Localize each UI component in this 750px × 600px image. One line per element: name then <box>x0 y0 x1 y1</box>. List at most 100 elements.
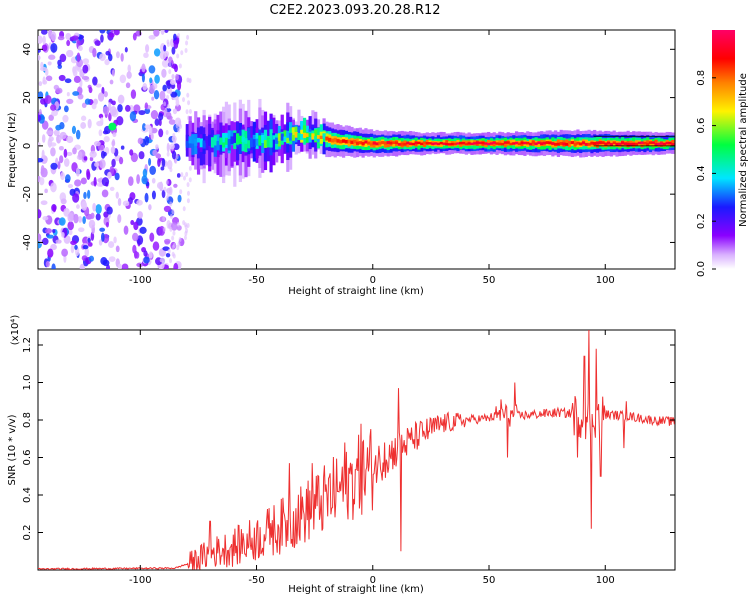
spectrogram-speckle <box>58 74 66 82</box>
x-tick-label: -50 <box>248 575 264 586</box>
spectrogram-speckle <box>185 171 189 177</box>
spectrogram-speckle <box>160 30 165 36</box>
spectrogram-speckle <box>81 75 90 80</box>
spectrogram-speckle <box>55 124 62 131</box>
spectrogram-band-cell <box>314 129 318 143</box>
spectrogram-speckle <box>38 233 42 242</box>
spectrogram-band-cell <box>604 142 608 146</box>
spectrogram-speckle <box>38 55 41 61</box>
spectrogram-speckle <box>144 135 150 146</box>
spectrogram-speckle <box>67 221 74 231</box>
spectrogram-speckle <box>141 63 146 73</box>
spectrogram-band-cell <box>648 141 653 144</box>
spectrogram-speckle <box>152 149 158 156</box>
spectrogram-band-cell <box>272 135 276 140</box>
spectrogram-speckle <box>50 42 58 53</box>
spectrogram-speckle <box>143 52 149 59</box>
spectrogram-speckle <box>55 239 62 244</box>
spectrogram-speckle <box>48 54 56 60</box>
colorbar-ticks: 0.0 0.2 0.4 0.6 0.8 <box>696 70 716 277</box>
spectrogram-speckle <box>170 91 178 98</box>
spectrogram-band-cell <box>431 142 435 146</box>
spectrogram-speckle <box>172 132 176 138</box>
spectrogram-speckle <box>109 186 115 192</box>
spectrogram-speckle <box>173 139 177 145</box>
spectrogram-band-cell <box>213 135 217 146</box>
spectrogram-speckle <box>81 201 88 211</box>
spectrogram-band-cell <box>528 139 533 146</box>
spectrogram-band-cell <box>202 140 206 149</box>
spectrogram-speckle <box>187 100 191 106</box>
spectrogram-speckle <box>74 179 82 187</box>
spectrogram-band-cell <box>587 142 591 146</box>
spectrogram-speckle <box>50 31 57 42</box>
colorbar: 0.0 0.2 0.4 0.6 0.8 Normalized spectral ampl… <box>696 30 749 277</box>
spectrogram-band-cell <box>581 141 586 145</box>
spectrogram-speckle <box>132 232 139 242</box>
spectrogram-speckle <box>72 193 80 203</box>
spectrogram-band-cell <box>509 142 513 146</box>
spectrogram-band-cell <box>660 142 664 145</box>
spectrogram-band-cell <box>185 140 189 148</box>
spectrogram-speckle <box>136 199 143 206</box>
spectrogram-band-cell <box>632 142 636 146</box>
spectrogram-speckle <box>176 53 180 59</box>
spectrogram-speckle <box>53 129 60 137</box>
spectrogram-band-cell <box>185 134 189 146</box>
spectrogram-speckle <box>80 177 87 185</box>
spectrogram-band-cell <box>266 137 270 147</box>
spectrogram-speckle <box>90 212 95 219</box>
spectrogram-speckle <box>155 144 159 150</box>
spectrogram-speckle <box>149 84 155 94</box>
spectrogram-speckle <box>148 65 156 74</box>
spectrogram-band-cell <box>634 142 639 146</box>
spectrogram-speckle <box>81 102 87 109</box>
spectrogram-speckle <box>82 58 90 65</box>
spectrogram-speckle <box>127 64 131 73</box>
spectrogram-speckle <box>158 128 164 138</box>
spectrogram-band-cell <box>196 137 201 149</box>
spectrogram-speckle <box>93 176 97 187</box>
spectrogram-band-cell <box>316 135 321 139</box>
spectrogram-speckle <box>57 35 65 41</box>
spectrogram-speckle <box>50 147 56 157</box>
spectrogram-band-cell <box>464 142 468 146</box>
spectrogram-band-cell <box>567 141 572 145</box>
spectrogram-speckle <box>173 183 178 188</box>
spectrogram-band-cell <box>392 141 396 145</box>
spectrogram-speckle <box>176 80 182 91</box>
spectrogram-speckle <box>149 232 155 242</box>
spectrogram-speckle <box>169 214 173 220</box>
x-tick-label: 100 <box>596 575 615 586</box>
spectrogram-speckle <box>59 53 67 63</box>
spectrogram-band-cell <box>247 128 251 151</box>
spectrogram-speckle <box>162 246 170 251</box>
spectrogram-band-cell <box>540 142 544 146</box>
spectrogram-speckle <box>117 263 123 269</box>
spectrogram-speckle <box>153 30 160 37</box>
spectrogram-speckle <box>132 32 137 41</box>
spectrogram-band-cell <box>408 142 413 146</box>
spectrogram-band-cell <box>668 141 672 145</box>
spectrogram-speckle <box>84 247 89 258</box>
spectrogram-band-cell <box>283 130 287 139</box>
spectrogram-band-cell <box>565 142 569 146</box>
spectrogram-band-cell <box>417 141 421 145</box>
spectrogram-band-cell <box>263 140 268 148</box>
spectrogram-band-cell <box>512 142 516 145</box>
spectrogram-band-cell <box>319 135 323 139</box>
spectrogram-speckle <box>38 157 44 163</box>
spectrogram-band-cell <box>328 137 332 142</box>
spectrogram-speckle <box>144 124 152 129</box>
spectrogram-speckle <box>165 252 171 258</box>
spectrogram-band-cell <box>654 139 658 146</box>
spectrogram-speckle <box>51 110 58 117</box>
spectrogram-speckle <box>45 260 50 268</box>
spectrogram-speckle <box>111 69 115 77</box>
spectrogram-band-cell <box>364 140 368 148</box>
spectrogram-speckle <box>120 53 124 62</box>
spectrogram-speckle <box>46 234 54 239</box>
spectrogram-band-cell <box>503 141 508 147</box>
spectrogram-speckle <box>171 73 175 80</box>
spectrogram-speckle <box>41 30 48 35</box>
